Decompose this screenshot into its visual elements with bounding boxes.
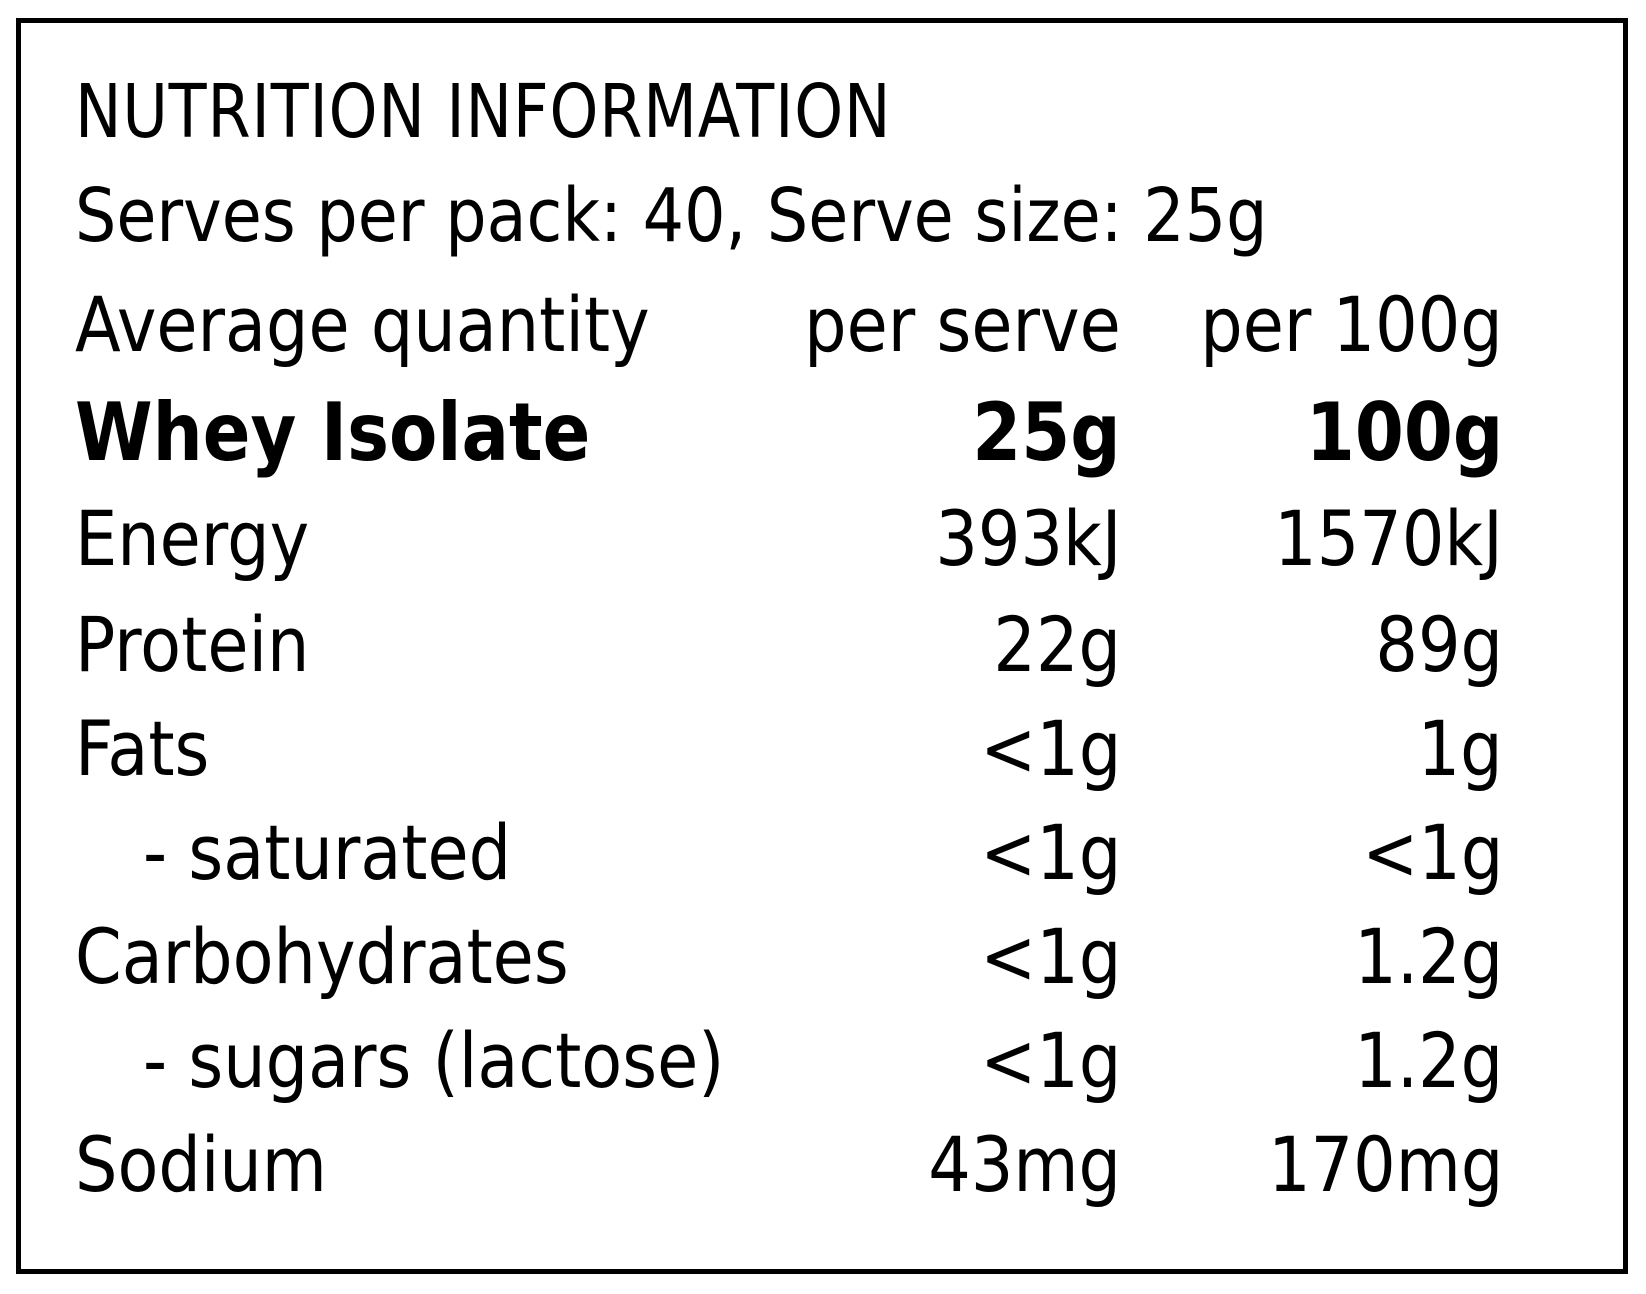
table-header: Average quantity per serve per 100g xyxy=(21,275,1623,381)
row-per-100g: 1g xyxy=(1417,704,1503,793)
row-per-serve: <1g xyxy=(979,808,1121,897)
row-per-serve: <1g xyxy=(979,704,1121,793)
table-row: Sodium 43mg 170mg xyxy=(21,1115,1623,1221)
row-label: Fats xyxy=(75,704,210,793)
row-label: Protein xyxy=(75,600,310,689)
row-per-100g: 100g xyxy=(1305,386,1503,479)
row-label: Whey Isolate xyxy=(75,386,591,479)
row-label: Energy xyxy=(75,494,310,583)
row-per-100g: 1.2g xyxy=(1354,912,1503,1001)
serves-line: Serves per pack: 40, Serve size: 25g xyxy=(75,173,1268,259)
row-per-serve: 22g xyxy=(993,600,1121,689)
row-per-serve: 43mg xyxy=(928,1120,1121,1209)
table-row: Carbohydrates <1g 1.2g xyxy=(21,907,1623,1013)
table-row: Energy 393kJ 1570kJ xyxy=(21,489,1623,595)
table-row: Whey Isolate 25g 100g xyxy=(21,383,1623,489)
row-per-100g: <1g xyxy=(1361,808,1503,897)
row-per-100g: 1.2g xyxy=(1354,1016,1503,1105)
row-per-serve: 25g xyxy=(972,386,1121,479)
row-per-100g: 89g xyxy=(1375,600,1503,689)
table-row: - sugars (lactose) <1g 1.2g xyxy=(21,1011,1623,1117)
row-per-100g: 1570kJ xyxy=(1274,494,1503,583)
row-per-serve: <1g xyxy=(979,1016,1121,1105)
row-label: - sugars (lactose) xyxy=(143,1016,725,1105)
nutrition-panel: NUTRITION INFORMATION Serves per pack: 4… xyxy=(16,18,1628,1274)
header-per-100g: per 100g xyxy=(1200,280,1503,369)
row-label: Sodium xyxy=(75,1120,327,1209)
panel-title: NUTRITION INFORMATION xyxy=(75,69,892,155)
row-label: Carbohydrates xyxy=(75,912,569,1001)
row-per-serve: 393kJ xyxy=(934,494,1121,583)
table-row: Fats <1g 1g xyxy=(21,699,1623,805)
row-label: - saturated xyxy=(143,808,512,897)
header-label: Average quantity xyxy=(75,280,650,369)
table-row: Protein 22g 89g xyxy=(21,595,1623,701)
table-row: - saturated <1g <1g xyxy=(21,803,1623,909)
row-per-100g: 170mg xyxy=(1267,1120,1503,1209)
row-per-serve: <1g xyxy=(979,912,1121,1001)
header-per-serve: per serve xyxy=(804,280,1121,369)
